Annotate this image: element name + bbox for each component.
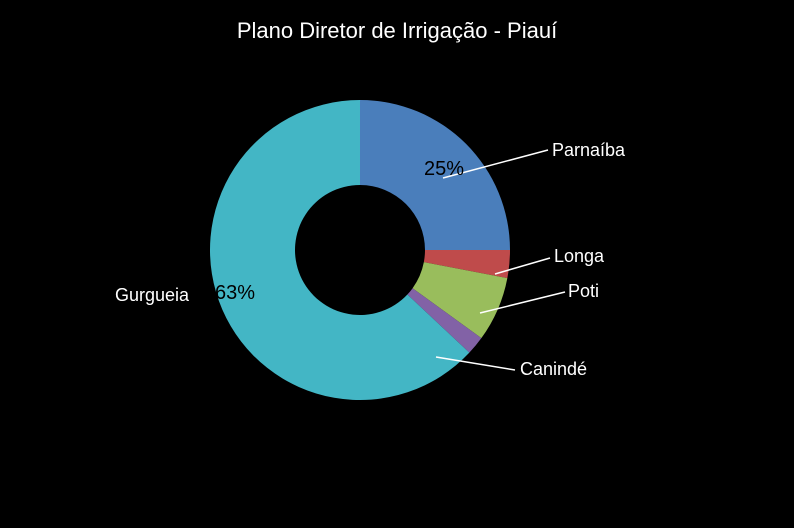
- slice-label-gurgueia: Gurgueia: [115, 285, 189, 306]
- pct-label: 63%: [215, 282, 255, 305]
- donut-chart: [210, 100, 510, 400]
- pct-label: 25%: [424, 158, 464, 181]
- chart-title: Plano Diretor de Irrigação - Piauí: [0, 18, 794, 44]
- slice-label-canindé: Canindé: [520, 359, 587, 380]
- slice-label-longa: Longa: [554, 246, 604, 267]
- slice-label-parnaíba: Parnaíba: [552, 140, 625, 161]
- slice-label-poti: Poti: [568, 281, 599, 302]
